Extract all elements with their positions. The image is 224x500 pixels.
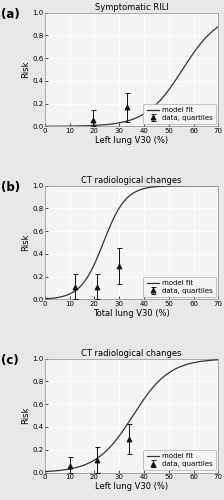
model fit [217,356,220,362]
model fit [146,185,149,191]
Line: model fit: model fit [45,360,218,472]
model fit [122,199,125,205]
Line: model fit: model fit [45,186,218,299]
Line: model fit: model fit [45,26,218,126]
model fit [174,183,177,189]
model fit [159,97,162,103]
model fit [74,123,77,129]
model fit [122,119,125,125]
model fit [88,460,91,466]
model fit [174,366,177,372]
Text: (b): (b) [1,181,21,194]
model fit [74,464,77,470]
Legend: model fit, data, quartiles: model fit, data, quartiles [143,450,216,470]
Text: (c): (c) [1,354,19,367]
X-axis label: Left lung V30 (%): Left lung V30 (%) [95,136,168,145]
Title: CT radiological changes: CT radiological changes [81,176,182,185]
Title: Symptomatic RILI: Symptomatic RILI [95,2,168,12]
model fit [43,468,46,474]
model fit [146,109,149,115]
model fit [159,376,162,382]
Y-axis label: Risk: Risk [21,234,30,251]
model fit [43,124,46,130]
Y-axis label: Risk: Risk [21,407,30,424]
Legend: model fit, data, quartiles: model fit, data, quartiles [143,276,216,297]
Title: CT radiological changes: CT radiological changes [81,349,182,358]
model fit [217,182,220,188]
X-axis label: Total lung V30 (%): Total lung V30 (%) [93,309,170,318]
model fit [174,78,177,84]
model fit [122,427,125,433]
X-axis label: Left lung V30 (%): Left lung V30 (%) [95,482,168,491]
model fit [74,288,77,294]
model fit [88,122,91,128]
Y-axis label: Risk: Risk [21,60,30,78]
model fit [217,24,220,30]
Legend: model fit, data, quartiles: model fit, data, quartiles [143,104,216,124]
model fit [159,184,162,190]
model fit [146,392,149,398]
model fit [43,296,46,302]
model fit [88,271,91,277]
Text: (a): (a) [1,8,20,21]
